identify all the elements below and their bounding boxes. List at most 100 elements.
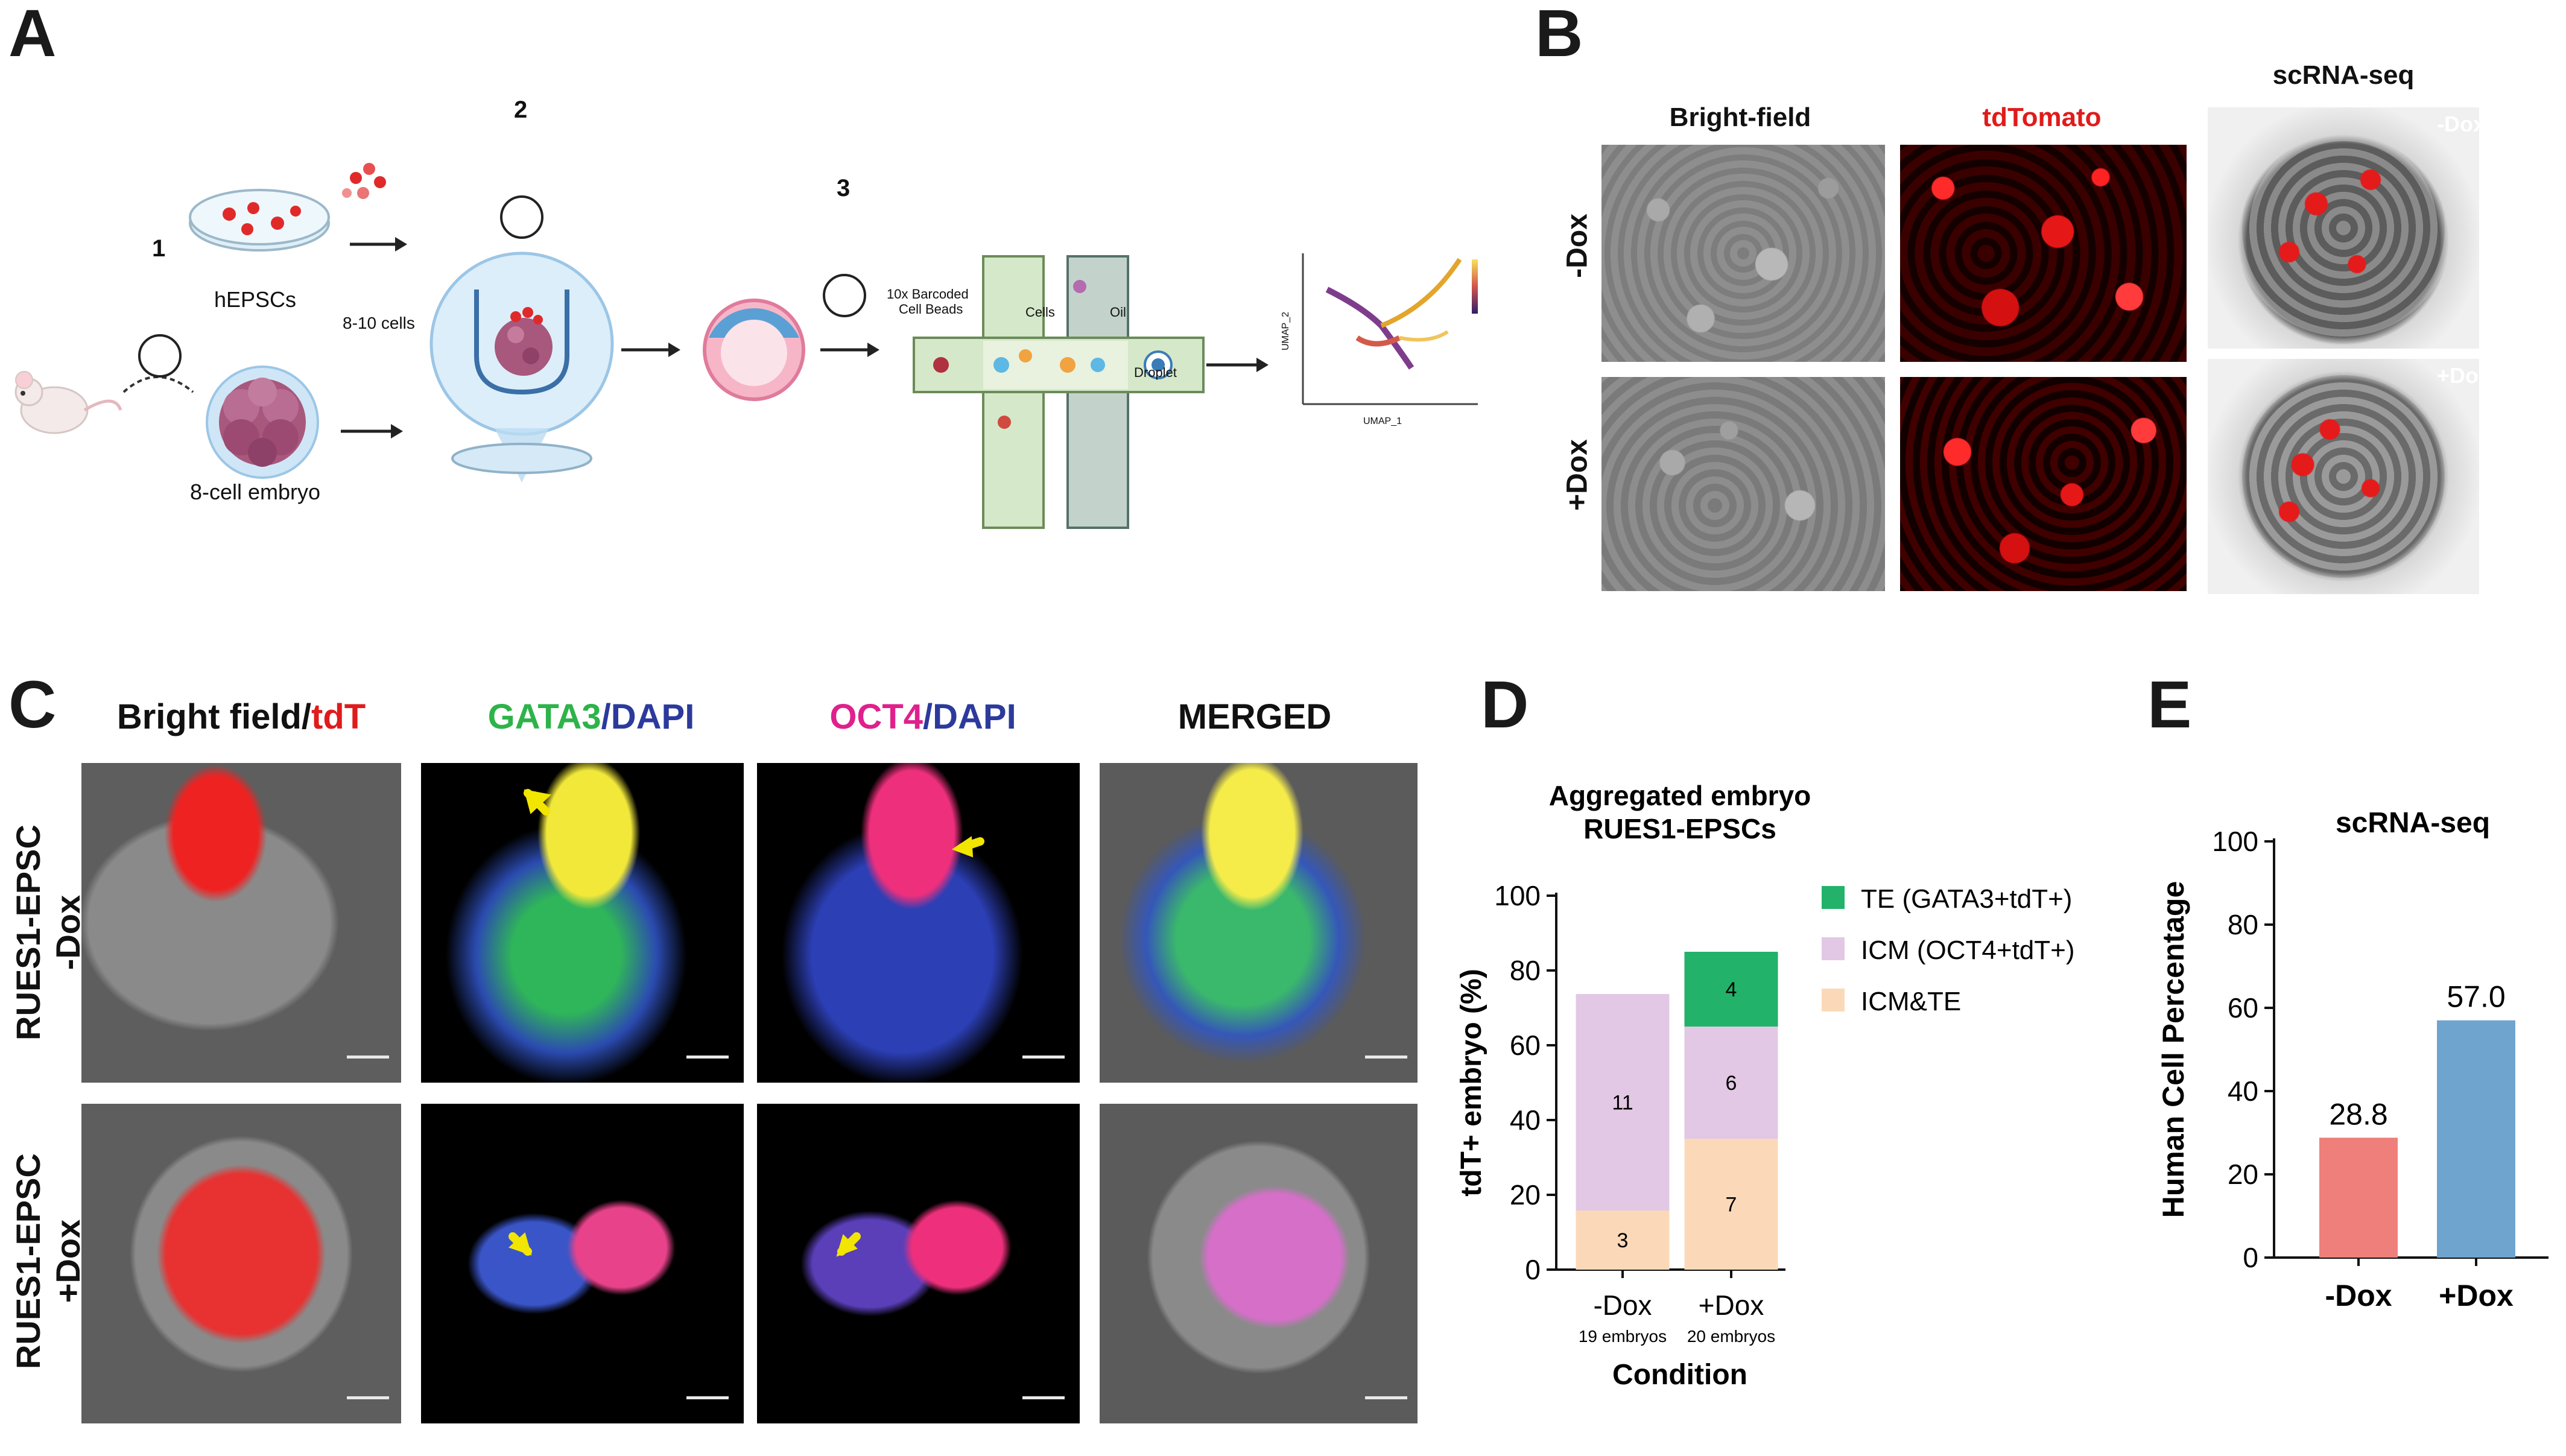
- scale-bar: [1022, 1396, 1065, 1399]
- step2-circle: [500, 195, 543, 239]
- x-tick-label: -Dox: [1593, 1290, 1652, 1321]
- y-tick-label: 60: [2228, 992, 2258, 1024]
- arrow-icon: [951, 836, 974, 858]
- y-tick-label: 80: [1510, 955, 1541, 986]
- c-title-bf-part1: Bright field/: [116, 697, 312, 736]
- c-title-gata3-part2: /DAPI: [601, 697, 695, 736]
- panel-b-letter: B: [1535, 0, 1583, 71]
- bar-segment-label: 4: [1726, 978, 1737, 1001]
- step1-number: 1: [152, 235, 166, 262]
- arrow-icon: [524, 789, 552, 814]
- scale-bar: [686, 1396, 729, 1399]
- legend-label: TE (GATA3+tdT+): [1861, 884, 2072, 914]
- chart-title: scRNA-seq: [2336, 807, 2490, 839]
- x-tick-label: +Dox: [1699, 1290, 1764, 1321]
- scale-bar: [1022, 1056, 1065, 1059]
- workflow-diagram: [14, 163, 1478, 529]
- scale-bar: [1365, 1056, 1407, 1059]
- bar-segment-label: 3: [1617, 1229, 1629, 1252]
- y-axis-label: Human Cell Percentage: [2156, 881, 2190, 1218]
- panel-d-letter: D: [1481, 668, 1529, 742]
- x-tick-sublabel: 20 embryos: [1687, 1327, 1775, 1346]
- step3-number: 3: [837, 175, 851, 201]
- bar-segment-label: 7: [1726, 1194, 1737, 1217]
- cells-label: 8-10 cells: [343, 314, 415, 332]
- embryo-icon: [206, 366, 319, 479]
- bar: [2319, 1138, 2398, 1258]
- scale-bar: [1365, 1396, 1407, 1399]
- scrnaseq-plus-dox-image: [2208, 359, 2479, 594]
- legend-swatch: [1822, 886, 1845, 909]
- step3-circle: [823, 274, 866, 317]
- panel-a-workflow: hEPSCs 8-10 cells 8-cell embryo 1 2 3 10…: [0, 97, 1496, 531]
- col-title-brightfield: Bright-field: [1669, 103, 1811, 132]
- c-title-oct4-part1: OCT4: [829, 697, 923, 736]
- cells-chip-label: Cells: [1025, 305, 1055, 320]
- c-oct4-plus-dox-image: [757, 1104, 1080, 1423]
- y-tick-label: 20: [2228, 1159, 2258, 1190]
- chart-title-line2: RUES1-EPSCs: [1583, 813, 1776, 844]
- c-title-brightfield: Bright field/tdT: [72, 697, 410, 737]
- bar-segment: [1684, 1139, 1778, 1270]
- legend-swatch: [1822, 937, 1845, 960]
- c-title-gata3: GATA3/DAPI: [422, 697, 760, 737]
- well-icon: [429, 252, 614, 483]
- y-tick-label: 40: [1510, 1104, 1541, 1136]
- hepsc-label: hEPSCs: [214, 287, 297, 312]
- bar: [2437, 1020, 2515, 1258]
- scale-bar: [347, 1396, 389, 1399]
- scrna-minus-tag: -Dox: [2437, 112, 2485, 136]
- c-merged-minus-dox-image: [1100, 763, 1418, 1083]
- step1-circle: [138, 334, 182, 378]
- blastoid-icon: [703, 299, 805, 401]
- microfluidic-chip-icon: [913, 255, 1205, 529]
- dish-icon: [189, 189, 330, 252]
- legend-label: ICM (OCT4+tdT+): [1861, 935, 2075, 965]
- x-tick-label: +Dox: [2439, 1279, 2514, 1312]
- x-tick-sublabel: 19 embryos: [1579, 1327, 1667, 1346]
- y-axis-label: tdT+ embryo (%): [1456, 969, 1487, 1196]
- tdtomato-minus-dox-image: [1900, 145, 2187, 362]
- beads-label-1: 10x Barcoded: [887, 286, 969, 302]
- y-tick-label: 0: [2243, 1242, 2258, 1273]
- scrnaseq-minus-dox-image: [2208, 107, 2479, 349]
- bar-segment: [1684, 952, 1778, 1027]
- panel-c-letter: C: [8, 668, 57, 742]
- c-gata3-plus-dox-image: [421, 1104, 744, 1423]
- umap-x-label: UMAP_1: [1363, 416, 1402, 426]
- y-tick-label: 20: [1510, 1179, 1541, 1211]
- embryo-label: 8-cell embryo: [190, 480, 321, 504]
- col-title-scrnaseq: scRNA-seq: [2272, 60, 2415, 90]
- chart-e: scRNA-seq 0 20 40 60 80 100 Human Cell Percenta…: [2156, 807, 2549, 1312]
- c-title-oct4: OCT4/DAPI: [754, 697, 1092, 737]
- beads-label-2: Cell Beads: [899, 302, 963, 317]
- arrow-icon: [836, 1234, 858, 1257]
- oil-label: Oil: [1110, 305, 1126, 320]
- c-title-merged: MERGED: [1177, 697, 1332, 736]
- legend-swatch: [1822, 989, 1845, 1011]
- bar-segment: [1576, 994, 1670, 1211]
- bar-segment-label: 6: [1726, 1072, 1737, 1095]
- cell-cluster-icon: [342, 163, 386, 199]
- mouse-icon: [14, 371, 122, 434]
- bar-value-label: 57.0: [2447, 980, 2505, 1014]
- bar-segment: [1684, 1027, 1778, 1139]
- y-tick-label: 80: [2228, 909, 2258, 940]
- scale-bar: [347, 1056, 389, 1059]
- c-brightfield-plus-dox-image: [81, 1104, 401, 1423]
- step2-number: 2: [514, 97, 528, 123]
- panel-a-letter: A: [8, 0, 57, 71]
- x-axis-label: Condition: [1612, 1359, 1747, 1391]
- bar-segment-label: 11: [1612, 1092, 1633, 1115]
- y-tick-label: 40: [2228, 1075, 2258, 1107]
- chart-title-line1: Aggregated embryo: [1549, 780, 1811, 811]
- col-title-tdtomato: tdTomato: [1982, 103, 2102, 132]
- scrna-plus-tag: +Dox: [2437, 363, 2491, 388]
- arrow-icon: [508, 1232, 532, 1256]
- y-tick-label: 100: [2212, 826, 2258, 857]
- c-oct4-minus-dox-image: [757, 763, 1080, 1083]
- y-tick-label: 0: [1525, 1254, 1541, 1285]
- c-brightfield-minus-dox-image: [81, 763, 401, 1083]
- y-tick-label: 100: [1494, 880, 1541, 911]
